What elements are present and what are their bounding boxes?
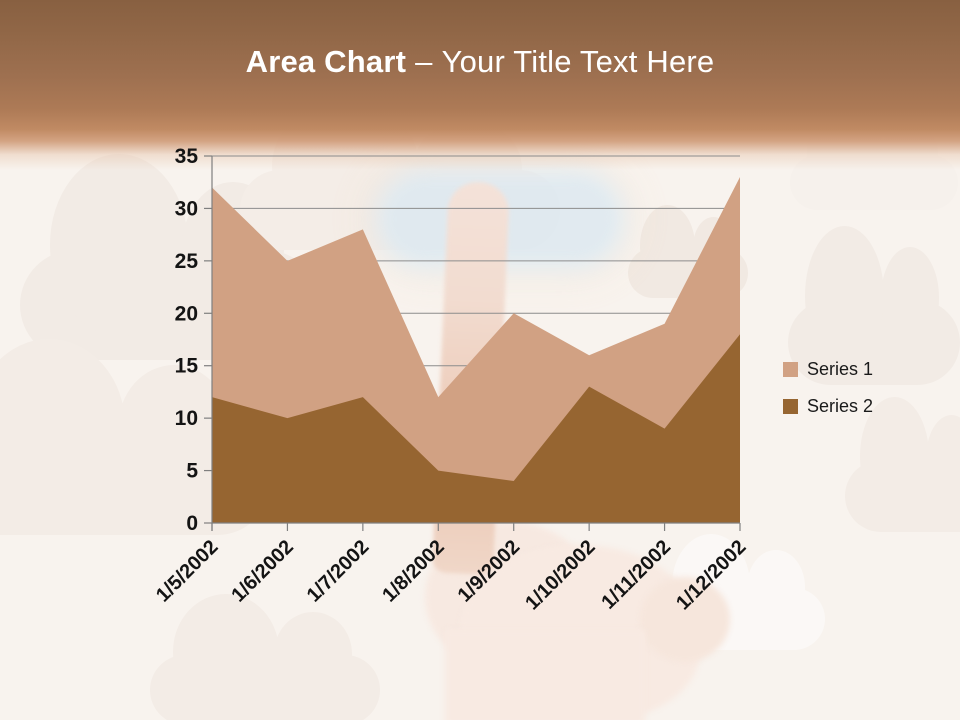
title-secondary: Your Title Text Here bbox=[441, 44, 715, 79]
legend-item-series-2: Series 2 bbox=[783, 395, 874, 416]
series-2-label: Series 2 bbox=[807, 395, 874, 416]
cloud-decoration bbox=[788, 226, 960, 385]
y-tick-label: 25 bbox=[175, 250, 199, 273]
title-separator: – bbox=[415, 44, 433, 79]
page-title: Area Chart – Your Title Text Here bbox=[0, 44, 960, 80]
hand-thumb bbox=[640, 577, 730, 662]
x-tick-label: 1/7/2002 bbox=[303, 536, 374, 607]
chart-legend: Series 1 Series 2 bbox=[783, 358, 874, 434]
y-tick-label: 35 bbox=[175, 145, 199, 168]
x-tick-label: 1/11/2002 bbox=[597, 536, 675, 614]
x-tick-label: 1/8/2002 bbox=[378, 536, 449, 607]
y-tick-label: 30 bbox=[175, 197, 198, 220]
slide-header: Area Chart – Your Title Text Here bbox=[0, 0, 960, 170]
x-tick-label: 1/6/2002 bbox=[227, 536, 298, 607]
y-tick-label: 0 bbox=[186, 512, 198, 535]
legend-item-series-1: Series 1 bbox=[783, 358, 874, 379]
x-tick-label: 1/12/2002 bbox=[672, 536, 750, 614]
x-tick-label: 1/9/2002 bbox=[454, 536, 525, 607]
series-1-label: Series 1 bbox=[807, 358, 874, 379]
x-tick-label: 1/5/2002 bbox=[152, 536, 223, 607]
cloud-decoration bbox=[845, 397, 960, 532]
y-tick-label: 5 bbox=[186, 460, 198, 483]
series-2-swatch bbox=[783, 398, 798, 414]
area-series-2 bbox=[212, 334, 740, 523]
y-tick-label: 20 bbox=[175, 302, 198, 325]
x-tick-label: 1/10/2002 bbox=[521, 536, 599, 614]
y-tick-label: 10 bbox=[175, 407, 198, 430]
y-tick-label: 15 bbox=[175, 355, 199, 378]
series-1-swatch bbox=[783, 361, 798, 377]
hand-wrist bbox=[445, 630, 645, 720]
title-primary: Area Chart bbox=[245, 44, 407, 79]
cloud-decoration bbox=[150, 594, 380, 720]
